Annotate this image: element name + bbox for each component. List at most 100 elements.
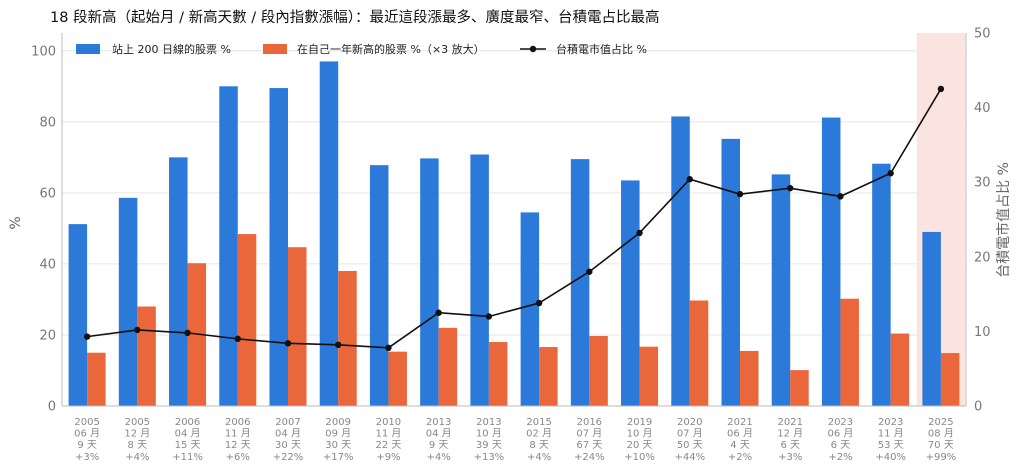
x-tick-label-13-1: 06 月 xyxy=(727,428,753,440)
y-tick-label-0: 0 xyxy=(48,400,56,415)
bar-above-200ma-15 xyxy=(821,117,841,407)
x-tick-label-14-0: 2021 xyxy=(777,417,802,428)
legend-label-new-high: 在自己一年新高的股票 %（×3 放大） xyxy=(297,42,485,56)
bar-new-high-16 xyxy=(890,333,910,406)
x-tick-label-2-0: 2006 xyxy=(175,417,200,428)
share-point-6 xyxy=(385,344,392,352)
x-tick-label-10-3: +24% xyxy=(574,452,605,463)
x-tick-label-14-1: 12 月 xyxy=(777,428,803,440)
x-tick-label-15-0: 2023 xyxy=(828,417,853,428)
x-tick-label-4-0: 2007 xyxy=(275,417,300,428)
x-tick-label-1-3: +4% xyxy=(125,452,149,463)
bar-new-high-12 xyxy=(689,300,709,406)
bar-new-high-1 xyxy=(137,306,156,406)
bar-new-high-6 xyxy=(388,351,407,406)
legend-swatch-above-200ma xyxy=(76,44,100,54)
x-tick-label-7-2: 9 天 xyxy=(429,440,449,451)
y-tick-label-5: 100 xyxy=(31,44,56,59)
x-tick-label-0-1: 06 月 xyxy=(74,428,100,440)
bar-above-200ma-9 xyxy=(520,212,540,406)
x-tick-label-10-2: 67 天 xyxy=(576,440,602,451)
x-tick-label-17-3: +99% xyxy=(926,452,957,463)
share-line xyxy=(83,85,945,352)
x-tick-label-2-3: +11% xyxy=(172,452,203,463)
bar-new-high-17 xyxy=(940,353,960,406)
legend-label-share: 台積電市值占比 % xyxy=(556,42,647,56)
x-tick-label-2-2: 15 天 xyxy=(175,440,201,451)
bar-new-high-7 xyxy=(438,327,458,406)
bar-above-200ma-10 xyxy=(570,159,590,406)
y2-tick-label-3: 30 xyxy=(974,176,991,191)
x-tick-label-6-3: +9% xyxy=(376,452,400,463)
share-point-4 xyxy=(284,340,292,347)
x-tick-label-5-1: 09 月 xyxy=(325,428,351,440)
bar-above-200ma-8 xyxy=(470,154,489,406)
legend-swatch-new-high xyxy=(263,44,287,54)
bar-above-200ma-11 xyxy=(621,180,640,406)
bar-new-high-10 xyxy=(589,336,608,406)
x-tick-label-1-0: 2005 xyxy=(125,417,150,428)
bar-above-200ma-7 xyxy=(420,158,439,406)
x-tick-label-3-3: +6% xyxy=(226,452,250,463)
y2-tick-label-0: 0 xyxy=(974,400,982,415)
x-tick-label-9-3: +4% xyxy=(527,452,551,463)
y2-tick-label-2: 20 xyxy=(974,250,991,265)
x-tick-label-12-0: 2020 xyxy=(677,417,702,428)
bar-new-high-4 xyxy=(288,247,307,406)
y-tick-label-2: 40 xyxy=(39,257,56,272)
share-point-1 xyxy=(134,326,141,334)
bar-above-200ma-6 xyxy=(369,165,389,406)
x-tick-label-16-1: 11 月 xyxy=(878,428,904,440)
bar-above-200ma-1 xyxy=(118,197,138,406)
x-tick-label-12-1: 07 月 xyxy=(677,428,703,440)
x-tick-label-16-3: +40% xyxy=(875,452,906,463)
y2-tick-label-4: 40 xyxy=(974,101,991,116)
x-tick-label-4-3: +22% xyxy=(273,452,304,463)
x-tick-label-11-1: 10 月 xyxy=(627,428,653,440)
x-tick-label-17-2: 70 天 xyxy=(928,440,954,451)
legend-marker-share xyxy=(529,45,537,53)
bar-above-200ma-13 xyxy=(721,138,740,406)
share-point-17 xyxy=(937,85,945,93)
share-point-10 xyxy=(586,268,593,275)
x-tick-label-7-1: 04 月 xyxy=(426,428,452,440)
bar-above-200ma-12 xyxy=(671,116,690,406)
x-tick-label-8-3: +13% xyxy=(474,452,505,463)
share-point-16 xyxy=(887,170,894,177)
y2-tick-label-1: 10 xyxy=(974,325,991,340)
x-tick-label-6-0: 2010 xyxy=(376,417,401,428)
x-tick-label-7-0: 2013 xyxy=(426,417,451,428)
x-tick-label-11-0: 2019 xyxy=(627,417,652,428)
x-tick-label-2-1: 04 月 xyxy=(175,428,201,440)
x-tick-label-10-0: 2016 xyxy=(577,417,602,428)
share-polyline xyxy=(87,88,942,349)
bar-new-high-8 xyxy=(488,342,508,406)
bar-above-200ma-17 xyxy=(922,231,941,406)
x-tick-label-16-0: 2023 xyxy=(878,417,903,428)
x-tick-label-1-2: 8 天 xyxy=(128,440,148,451)
x-tick-label-1-1: 12 月 xyxy=(124,428,150,440)
x-tick-label-7-3: +4% xyxy=(427,452,451,463)
share-point-0 xyxy=(83,333,91,340)
bar-above-200ma-3 xyxy=(219,86,238,407)
x-tick-label-9-0: 2015 xyxy=(526,417,551,428)
x-tick-label-5-3: +17% xyxy=(323,452,354,463)
x-tick-label-8-2: 39 天 xyxy=(476,440,502,451)
x-tick-label-17-0: 2025 xyxy=(928,417,953,428)
x-tick-label-11-3: +10% xyxy=(624,452,655,463)
x-tick-label-14-3: +3% xyxy=(778,452,802,463)
x-tick-label-4-2: 30 天 xyxy=(275,440,301,451)
x-tick-label-0-2: 9 天 xyxy=(77,440,97,451)
x-tick-label-0-0: 2005 xyxy=(74,417,99,428)
x-tick-label-5-2: 30 天 xyxy=(325,440,351,451)
x-tick-label-13-0: 2021 xyxy=(727,417,752,428)
bar-above-200ma-4 xyxy=(269,88,288,407)
bar-new-high-15 xyxy=(840,298,859,406)
bar-above-200ma-2 xyxy=(169,157,188,406)
x-tick-label-16-2: 53 天 xyxy=(878,440,904,451)
x-tick-label-3-0: 2006 xyxy=(225,417,250,428)
share-point-13 xyxy=(736,190,744,198)
x-tick-label-3-2: 12 天 xyxy=(225,440,251,451)
x-tick-label-15-1: 06 月 xyxy=(827,428,853,440)
x-tick-label-8-1: 10 月 xyxy=(476,428,502,440)
